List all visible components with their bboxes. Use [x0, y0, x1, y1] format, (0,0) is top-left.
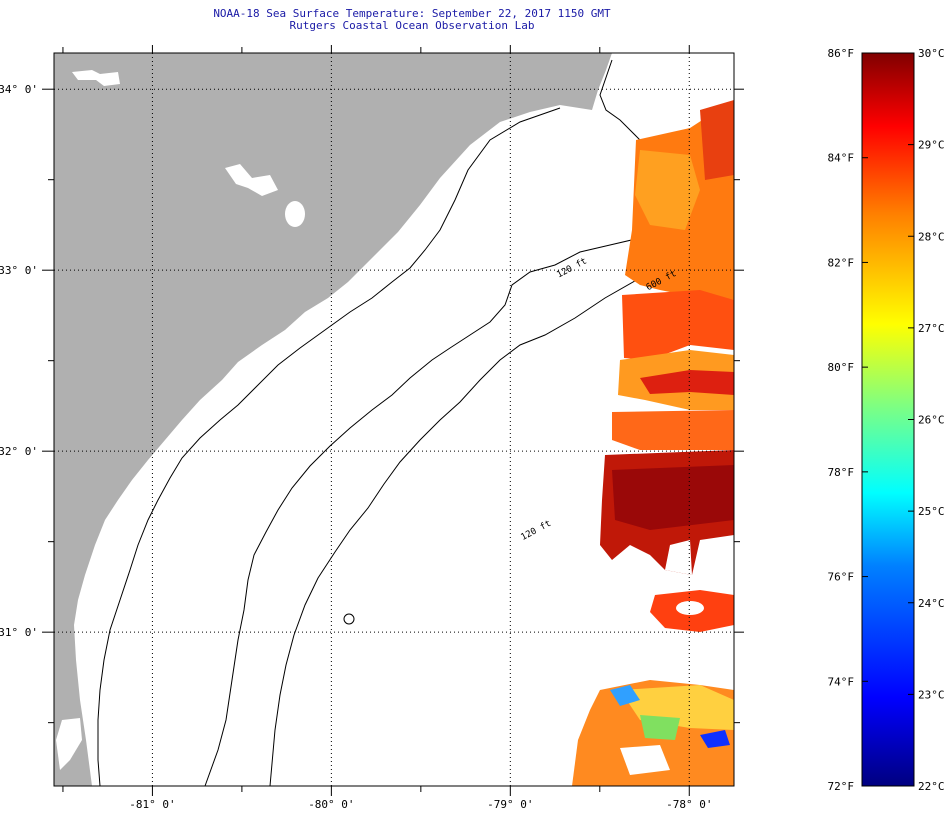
seamount-contour [343, 613, 355, 625]
colorbar-f-label: 86°F [828, 47, 855, 60]
x-tick-label: -80° 0' [308, 798, 354, 811]
sst-swath [572, 100, 734, 786]
isobath-label: 120 ft [555, 256, 588, 280]
cloud-patch [225, 164, 278, 196]
colorbar-f-label: 82°F [828, 256, 855, 269]
cloud-patch [56, 718, 82, 770]
chart-subtitle: Rutgers Coastal Ocean Observation Lab [289, 19, 535, 32]
colorbar-c-label: 28°C [918, 230, 944, 243]
colorbar-f-label: 78°F [828, 466, 855, 479]
land-mass [54, 53, 612, 786]
colorbar-f-label: 74°F [828, 675, 855, 688]
cloud-patch [72, 70, 120, 86]
colorbar-f-label: 84°F [828, 152, 855, 165]
isobath-600ft [269, 221, 734, 786]
x-tick-label: -78° 0' [666, 798, 712, 811]
colorbar-c-label: 25°C [918, 505, 944, 518]
cloud-patch [285, 201, 305, 227]
map-ticks [42, 45, 744, 796]
colorbar-f-label: 72°F [828, 780, 855, 793]
colorbar-c-label: 27°C [918, 322, 944, 335]
y-tick-label: 34° 0' [0, 83, 38, 96]
colorbar [861, 52, 915, 787]
y-tick-label: 32° 0' [0, 445, 38, 458]
colorbar-c-label: 26°C [918, 414, 944, 427]
colorbar-c-label: 23°C [918, 688, 944, 701]
axis-labels: -81° 0' -80° 0' -79° 0' -78° 0' 34° 0' 33° 0'… [0, 83, 712, 811]
colorbar-c-label: 30°C [918, 47, 944, 60]
map-frame [53, 52, 735, 787]
y-tick-label: 31° 0' [0, 626, 38, 639]
graticule [54, 53, 734, 786]
colorbar-ticks: 72°F 74°F 76°F 78°F 80°F 82°F 84°F 86°F 22°C 23°C… [828, 47, 944, 793]
isobath-120ft [204, 211, 706, 786]
colorbar-f-label: 76°F [828, 571, 855, 584]
colorbar-f-label: 80°F [828, 361, 855, 374]
y-tick-label: 33° 0' [0, 264, 38, 277]
colorbar-c-label: 29°C [918, 139, 944, 152]
colorbar-c-label: 22°C [918, 780, 944, 793]
colorbar-c-label: 24°C [918, 597, 944, 610]
chart-title: NOAA-18 Sea Surface Temperature: Septemb… [213, 7, 611, 20]
isobath-label: 120 ft [520, 519, 553, 543]
x-tick-label: -79° 0' [487, 798, 533, 811]
x-tick-label: -81° 0' [129, 798, 175, 811]
